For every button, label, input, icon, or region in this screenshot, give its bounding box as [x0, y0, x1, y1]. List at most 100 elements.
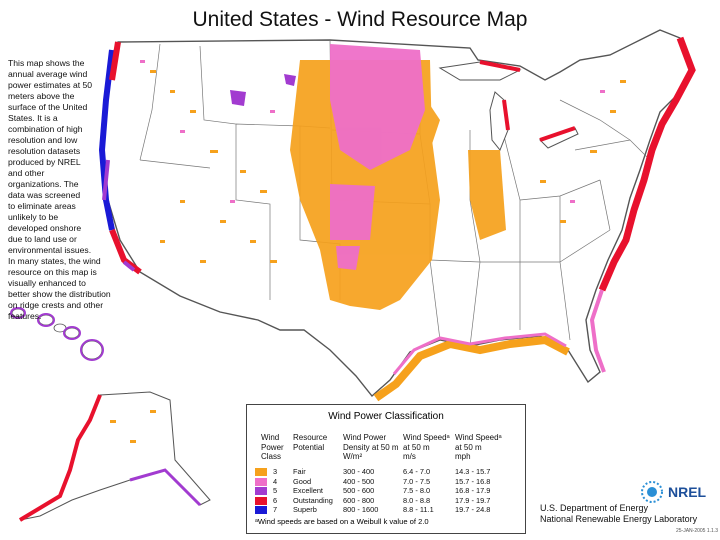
- header-density: Wind Power Density at 50 m W/m²: [343, 433, 399, 462]
- description-line: In many states, the wind: [8, 256, 101, 266]
- agency-credit: U.S. Department of Energy National Renew…: [540, 503, 697, 525]
- legend-speed-ms: 8.8 - 11.1: [403, 505, 434, 514]
- nrel-logo-icon: [641, 481, 663, 503]
- legend-speed-ms: 6.4 - 7.0: [403, 467, 431, 476]
- header-line: m/s: [403, 452, 416, 461]
- agency-line-1: U.S. Department of Energy: [540, 503, 649, 513]
- coast-gulf-fair: [373, 335, 570, 402]
- legend-class: 3: [273, 467, 278, 476]
- alaska-coast-wind-2: [129, 468, 202, 507]
- description-line: resource on this map is: [8, 267, 97, 277]
- description-line: combination of high: [8, 124, 83, 134]
- legend-speed-ms: 7.5 - 8.0: [403, 486, 431, 495]
- legend-class: 6: [273, 495, 278, 505]
- header-class: Wind Power Class: [261, 433, 284, 462]
- header-line: Power: [261, 442, 284, 452]
- nrel-logo: NREL: [668, 484, 707, 500]
- legend-potential: Superb: [293, 505, 317, 514]
- legend-potential: Outstanding: [293, 495, 333, 505]
- legend-density: 300 - 400: [343, 467, 375, 476]
- description-line: produced by NREL: [8, 157, 81, 167]
- description-line: annual average wind: [8, 69, 88, 79]
- legend-speed-mph: 15.7 - 16.8: [455, 476, 491, 486]
- legend-swatch: [255, 496, 267, 505]
- description-line: resolution and low: [8, 135, 78, 145]
- description-line: unlikely to be: [8, 212, 59, 222]
- wind-excellent-patches: [230, 74, 296, 106]
- description-line: surface of the United: [8, 102, 88, 112]
- legend-speed-mph: 19.7 - 24.8: [455, 505, 491, 514]
- map-title: United States - Wind Resource Map: [192, 8, 528, 31]
- header-line: mph: [455, 452, 471, 461]
- header-line: at 50 m: [455, 442, 482, 452]
- legend-row: 4 Good 400 - 500 7.0 - 7.5 15.7 - 16.8: [255, 477, 515, 486]
- coast-west-excellent: [102, 159, 136, 272]
- legend-speed-mph: 17.9 - 19.7: [455, 495, 491, 505]
- description-line: visually enhanced to: [8, 278, 86, 288]
- description-line: This map shows the: [8, 58, 85, 68]
- map-description: This map shows the annual average wind pow…: [8, 58, 120, 322]
- legend-density: 600 - 800: [343, 495, 375, 505]
- legend-row: 5 Excellent 500 - 600 7.5 - 8.0 16.8 - 17.9: [255, 486, 515, 495]
- hawaii-wind: [10, 307, 104, 361]
- lakes-outstanding: [479, 60, 576, 142]
- header-potential: Resource Potential: [293, 433, 327, 452]
- legend-density: 400 - 500: [343, 476, 375, 486]
- header-line: Wind Power: [343, 433, 387, 442]
- legend-swatch: [255, 506, 267, 514]
- document-id: 25-JAN-2005 1.1.3: [676, 528, 718, 534]
- description-line: organizations. The: [8, 179, 79, 189]
- legend-swatch: [255, 487, 267, 495]
- description-line: and other: [8, 168, 45, 178]
- description-line: States. It is a: [8, 113, 58, 123]
- wind-scattered-specks: [150, 70, 626, 263]
- description-line: due to land use or: [8, 234, 77, 244]
- legend-speed-ms: 8.0 - 8.8: [403, 495, 431, 505]
- header-line: Wind Speedᵃ: [403, 433, 450, 442]
- header-line: Density at 50 m: [343, 442, 399, 452]
- legend-potential: Excellent: [293, 486, 323, 495]
- description-line: on ridge crests and other: [8, 300, 104, 310]
- wind-good-specks: [140, 60, 605, 203]
- legend-title: Wind Power Classification: [328, 411, 444, 422]
- legend-class: 7: [273, 505, 278, 514]
- legend-swatch: [255, 477, 267, 486]
- legend-class: 5: [273, 486, 278, 495]
- alaska-specks: [110, 410, 156, 443]
- legend-row: 7 Superb 800 - 1600 8.8 - 11.1 19.7 - 24.8: [255, 505, 515, 514]
- legend-speed-ms: 7.0 - 7.5: [403, 476, 431, 486]
- coast-west-superb: [98, 49, 115, 231]
- description-line: power estimates at 50: [8, 80, 93, 90]
- wind-good-band: [330, 44, 425, 270]
- description-line: to eliminate areas: [8, 201, 76, 211]
- legend-density: 500 - 600: [343, 486, 375, 495]
- coast-east-good: [589, 289, 606, 373]
- legend-class: 4: [273, 476, 278, 486]
- legend-row: 3 Fair 300 - 400 6.4 - 7.0 14.3 - 15.7: [255, 467, 515, 476]
- legend-row: 6 Outstanding 600 - 800 8.0 - 8.8 17.9 - 19.…: [255, 496, 515, 505]
- legend-density: 800 - 1600: [343, 505, 379, 514]
- header-speed-mph: Wind Speedᵃ at 50 m mph: [455, 433, 502, 462]
- header-line: Wind Speedᵃ: [455, 433, 502, 442]
- header-line: W/m²: [343, 452, 363, 461]
- legend-footnote: ᵃWind speeds are based on a Weibull k va…: [255, 517, 429, 526]
- header-line: Wind: [261, 433, 280, 442]
- header-line: Resource: [293, 433, 328, 442]
- description-line: environmental issues.: [8, 245, 92, 255]
- header-line: Potential: [293, 442, 325, 452]
- legend-potential: Fair: [293, 467, 306, 476]
- legend-swatch: [255, 468, 267, 476]
- description-line: features.: [8, 311, 42, 321]
- header-line: Class: [261, 452, 282, 461]
- description-line: resolution datasets: [8, 146, 81, 156]
- description-line: developed onshore: [8, 223, 82, 233]
- description-line: better show the distribution: [8, 289, 111, 299]
- coast-gulf-good: [392, 332, 567, 375]
- description-line: meters above the: [8, 91, 75, 101]
- legend-speed-mph: 14.3 - 15.7: [455, 467, 491, 476]
- coast-east-outstanding: [598, 36, 696, 292]
- alaska-coast-wind: [18, 394, 102, 522]
- header-speed-ms: Wind Speedᵃ at 50 m m/s: [403, 433, 450, 462]
- agency-line-2: National Renewable Energy Laboratory: [540, 514, 698, 524]
